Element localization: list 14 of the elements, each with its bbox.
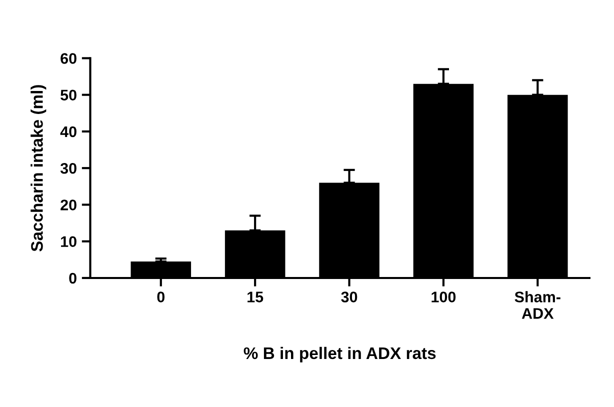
- x-tick-label: 0: [157, 292, 165, 302]
- y-tick-label: 60: [60, 53, 76, 64]
- x-tick-label: 30: [341, 292, 358, 302]
- y-tick-label: 0: [69, 272, 76, 284]
- x-axis-title: % B in pellet in ADX rats: [244, 346, 436, 362]
- y-tick-label: 10: [61, 236, 76, 248]
- y-tick-label: 50: [60, 90, 76, 101]
- y-axis-title: Saccharin intake (ml): [30, 85, 46, 252]
- y-tick-label: 30: [60, 162, 76, 174]
- y-tick-label: 40: [60, 126, 76, 138]
- x-tick-label: Sham- ADX: [514, 291, 560, 319]
- y-tick-label: 20: [60, 200, 76, 210]
- x-tick-label: 100: [432, 292, 456, 302]
- x-tick-label: 15: [248, 292, 264, 302]
